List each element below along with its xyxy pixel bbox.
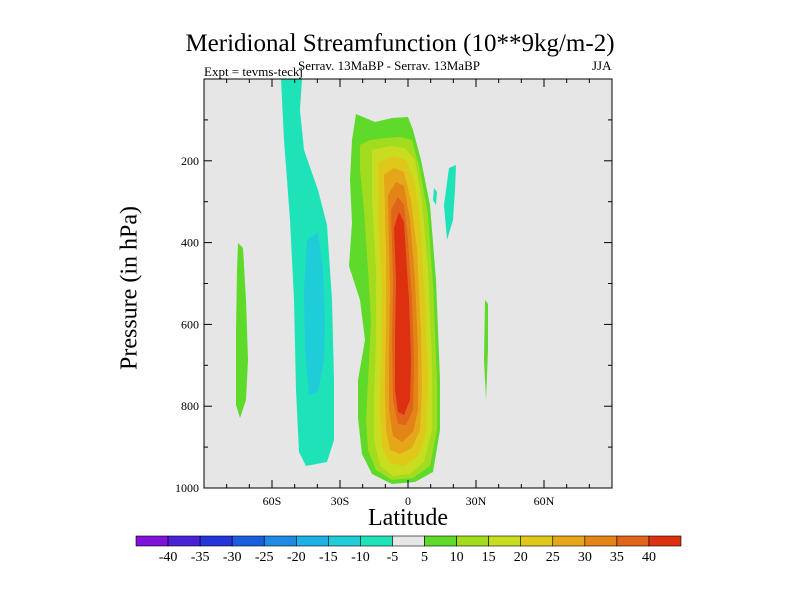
colorbar-label: -20 [287,550,306,565]
colorbar-label: -40 [159,550,178,565]
colorbar-label: 35 [610,550,624,565]
colorbar-label: 40 [642,550,656,565]
northern-positive-sliver [484,300,488,400]
colorbar-label: -5 [387,550,399,565]
y-tick-label: 800 [181,399,199,413]
y-tick-label: 400 [181,236,199,250]
colorbar-label: 20 [514,550,528,565]
experiment-label: Expt = tevms-teckj [204,64,304,79]
y-tick-label: 600 [181,317,199,331]
colorbar-label: 10 [450,550,464,565]
colorbar-swatch [520,535,554,547]
colorbar-swatch [199,535,233,547]
x-tick-label: 30S [331,494,350,508]
chart-title: Meridional Streamfunction (10**9kg/m-2) [185,30,615,57]
colorbar-label: 15 [482,550,496,565]
colorbar-label: 5 [421,550,428,565]
x-tick-label: 0 [405,494,411,508]
colorbar-swatch [488,535,522,547]
season-label: JJA [592,58,612,73]
northern-negative-patch [444,165,456,240]
northern-negative-sliver [433,188,437,205]
colorbar-swatch [263,535,297,547]
colorbar-swatch [456,535,489,547]
y-tick-label: 1000 [175,481,199,495]
y-tick-label: 200 [181,154,199,168]
colorbar-label: 30 [578,550,592,565]
colorbar-swatch [295,535,329,547]
colorbar-swatch [167,535,201,547]
colorbar-label: -30 [223,550,242,565]
colorbar-swatch [584,535,618,547]
x-tick-label: 60N [534,494,555,508]
x-axis: 60S 30S 0 30N 60N [226,79,590,508]
tropical-cell-40 [394,212,411,415]
x-tick-label: 30N [466,494,487,508]
negative-cell-inner [304,232,325,395]
x-axis-label: Latitude [368,505,448,531]
colorbar-label: -15 [319,550,338,565]
x-tick-label: 60S [263,494,282,508]
comparison-subtitle: Serrav. 13MaBP - Serrav. 13MaBP [298,58,480,73]
colorbar-label: -35 [191,550,210,565]
colorbar-label: -10 [351,550,370,565]
colorbar-swatch [648,535,682,547]
colorbar-swatch [328,535,361,547]
colorbar-swatch [392,535,425,547]
colorbar: -40 -35 -30 -25 -20 -15 -10 -5 5 10 15 20 25 30 35 40 [135,535,682,565]
southern-positive-band [236,243,248,418]
colorbar-swatch [552,535,586,547]
colorbar-swatch [135,535,169,547]
colorbar-swatch [424,535,457,547]
colorbar-label: 25 [546,550,560,565]
contour-fill-layer [236,79,488,484]
colorbar-label: -25 [255,550,274,565]
colorbar-swatch [360,535,393,547]
colorbar-swatch [231,535,265,547]
y-axis: 200 400 600 800 1000 [175,119,612,495]
colorbar-swatch [616,535,650,547]
